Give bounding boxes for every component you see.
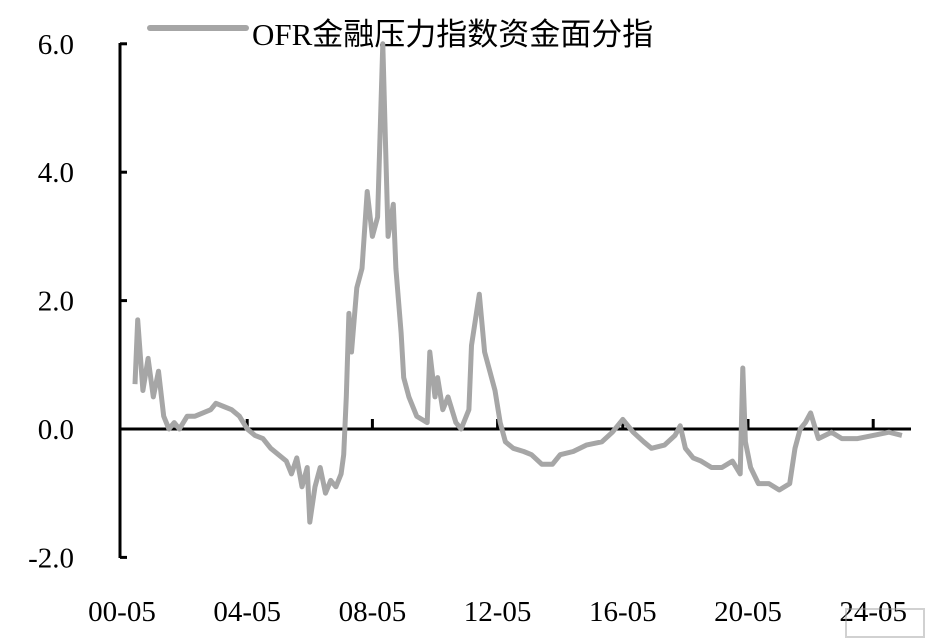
y-tick-label: 2.0 (38, 286, 74, 318)
legend-label: OFR金融压力指数资金面分指 (252, 17, 653, 52)
series-line (132, 41, 903, 525)
y-tick-label: 0.0 (38, 414, 74, 446)
y-tick-label: -2.0 (28, 542, 74, 574)
x-tick-label: 12-05 (464, 596, 532, 628)
x-axis-ticks: 00-05 04-05 08-05 12-05 16-05 20-05 24-05 (88, 419, 907, 628)
x-tick-label: 00-05 (88, 596, 156, 628)
y-tick-label: 6.0 (38, 29, 74, 61)
legend: OFR金融压力指数资金面分指 (147, 17, 653, 52)
x-tick-label: 20-05 (714, 596, 782, 628)
x-tick-label: 24-05 (839, 596, 907, 628)
y-tick-label: 4.0 (38, 157, 74, 189)
watermark-logo (845, 608, 925, 638)
y-axis-ticks: -2.0 0.0 2.0 4.0 6.0 (28, 29, 127, 574)
x-tick-label: 04-05 (213, 596, 281, 628)
series-group (132, 41, 903, 525)
x-tick-label: 08-05 (339, 596, 407, 628)
x-tick-label: 16-05 (589, 596, 657, 628)
